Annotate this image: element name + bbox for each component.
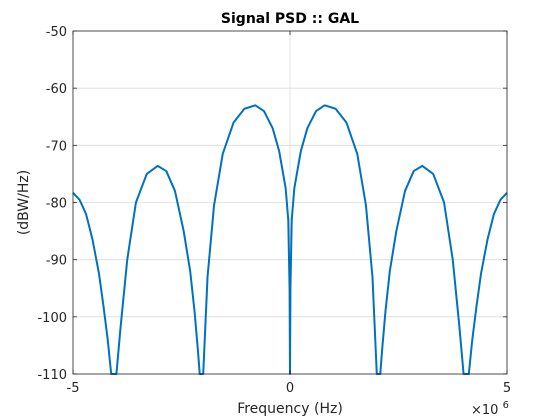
y-tick-label: -90	[46, 254, 67, 269]
y-tick-label: -110	[37, 368, 67, 383]
x-exponent-power: 6	[503, 400, 509, 411]
y-tick-label: -60	[46, 82, 67, 97]
y-tick-label: -50	[46, 25, 67, 40]
y-tick-label: -100	[37, 311, 67, 326]
y-axis-label: (dBW/Hz)	[16, 170, 32, 235]
x-tick-label: 0	[286, 381, 294, 396]
x-axis-label: Frequency (Hz)	[237, 401, 343, 417]
y-tick-label: -80	[46, 197, 67, 212]
x-axis-exponent: ×10 6	[471, 400, 509, 418]
x-exponent-base: ×10	[471, 403, 498, 418]
x-tick-label: 5	[503, 381, 511, 396]
y-tick-label: -70	[46, 139, 67, 154]
chart-title: Signal PSD :: GAL	[221, 11, 359, 27]
x-tick-label: -5	[67, 381, 80, 396]
ticks: -110-100-90-80-70-60-50-5 0 5	[37, 25, 511, 396]
